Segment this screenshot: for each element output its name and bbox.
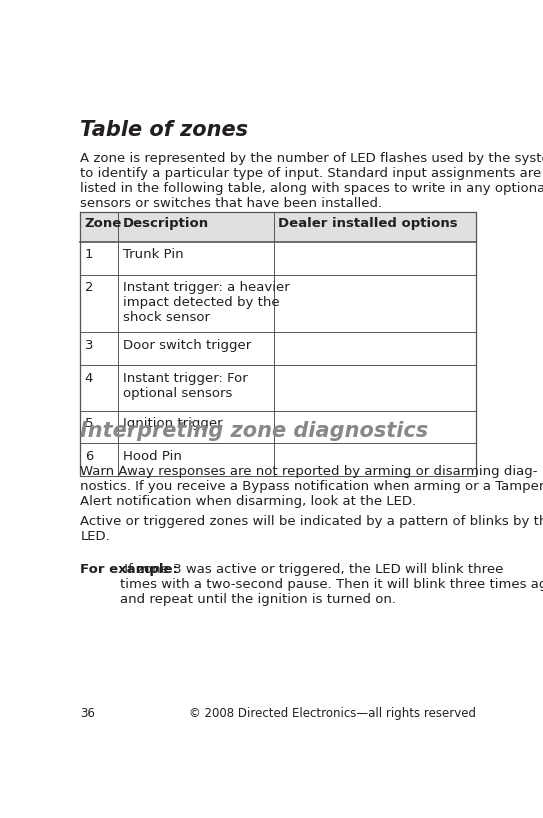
Text: Active or triggered zones will be indicated by a pattern of blinks by the
LED.: Active or triggered zones will be indica…	[80, 515, 543, 543]
Text: Description: Description	[123, 217, 209, 230]
Text: Door switch trigger: Door switch trigger	[123, 339, 251, 352]
Text: 4: 4	[85, 371, 93, 384]
Text: © 2008 Directed Electronics—all rights reserved: © 2008 Directed Electronics—all rights r…	[189, 708, 476, 721]
Text: If zone 3 was active or triggered, the LED will blink three
times with a two-sec: If zone 3 was active or triggered, the L…	[119, 563, 543, 606]
Text: Trunk Pin: Trunk Pin	[123, 248, 183, 261]
Text: Dealer installed options: Dealer installed options	[279, 217, 458, 230]
Text: Zone: Zone	[85, 217, 122, 230]
Text: Warn Away responses are not reported by arming or disarming diag-
nostics. If yo: Warn Away responses are not reported by …	[80, 465, 543, 508]
Text: A zone is represented by the number of LED flashes used by the system
to identif: A zone is represented by the number of L…	[80, 151, 543, 209]
Bar	[80, 212, 476, 242]
Text: Ignition trigger: Ignition trigger	[123, 417, 222, 430]
Text: Hood Pin: Hood Pin	[123, 450, 181, 463]
Text: Instant trigger: For
optional sensors: Instant trigger: For optional sensors	[123, 371, 247, 399]
Text: Interpreting zone diagnostics: Interpreting zone diagnostics	[80, 420, 428, 441]
Text: Table of zones: Table of zones	[80, 120, 249, 140]
Text: 6: 6	[85, 450, 93, 463]
Text: 3: 3	[85, 339, 93, 352]
Text: For example:: For example:	[80, 563, 178, 576]
Text: 5: 5	[85, 417, 93, 430]
Text: 1: 1	[85, 248, 93, 261]
Text: 2: 2	[85, 281, 93, 294]
Text: Instant trigger: a heavier
impact detected by the
shock sensor: Instant trigger: a heavier impact detect…	[123, 281, 289, 324]
Text: 36: 36	[80, 708, 96, 721]
